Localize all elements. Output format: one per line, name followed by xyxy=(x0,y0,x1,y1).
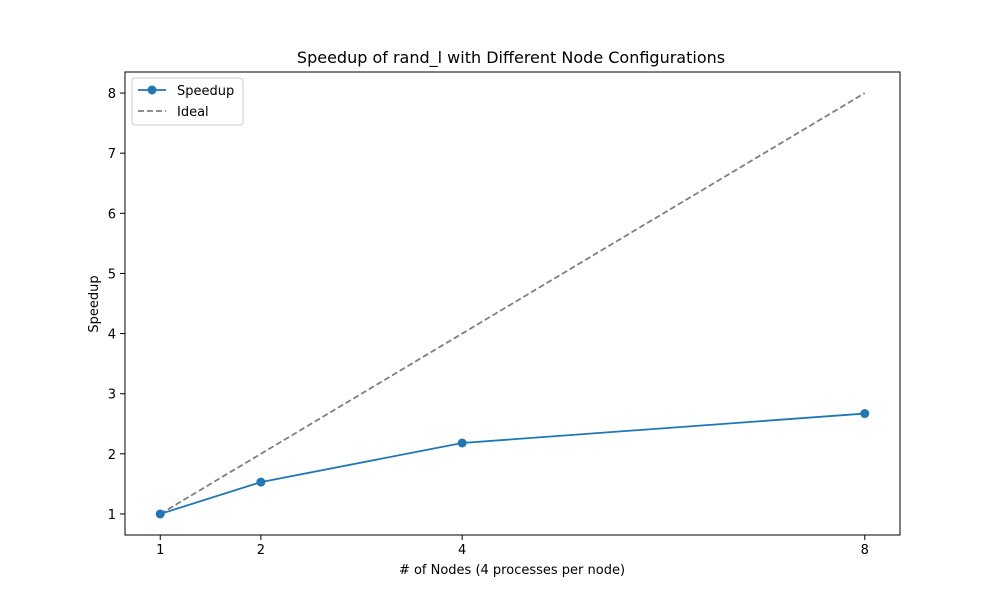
series-line-ideal xyxy=(159,92,866,515)
series-line-speedup xyxy=(159,412,865,515)
y-tick-label: 1 xyxy=(108,508,116,523)
plot-frame xyxy=(124,71,901,536)
y-tick-label: 6 xyxy=(108,207,116,222)
legend-speedup-marker xyxy=(147,85,157,95)
legend: Speedup Ideal xyxy=(131,77,244,126)
series-layer xyxy=(155,92,870,519)
data-point-speedup xyxy=(155,509,165,519)
x-tick-label: 2 xyxy=(257,543,265,558)
legend-ideal-label: Ideal xyxy=(177,105,209,120)
y-axis-label: Speedup xyxy=(87,275,102,332)
y-tick-label: 5 xyxy=(108,267,116,282)
data-point-speedup xyxy=(860,409,870,419)
y-tick-label: 8 xyxy=(108,87,116,102)
data-point-speedup xyxy=(256,477,266,487)
x-tick-label: 8 xyxy=(861,543,869,558)
x-tick-label: 1 xyxy=(156,543,164,558)
y-tick-label: 4 xyxy=(108,328,116,343)
y-tick-label: 3 xyxy=(108,388,116,403)
x-axis-label: # of Nodes (4 processes per node) xyxy=(399,563,625,578)
y-tick-label: 7 xyxy=(108,147,116,162)
legend-speedup-label: Speedup xyxy=(177,84,234,99)
x-tick-label: 4 xyxy=(458,543,466,558)
y-tick-label: 2 xyxy=(108,448,116,463)
data-point-speedup xyxy=(457,438,467,448)
chart-title: Speedup of rand_l with Different Node Co… xyxy=(297,48,725,68)
